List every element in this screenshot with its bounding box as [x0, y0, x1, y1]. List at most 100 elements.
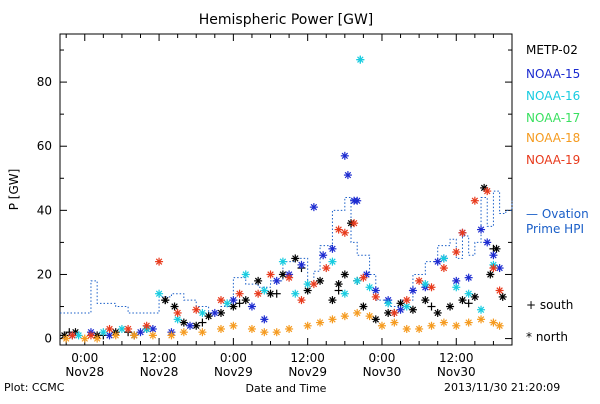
point-noaa-19-north — [452, 248, 461, 257]
star-stroke — [279, 271, 287, 278]
star-stroke — [440, 319, 448, 326]
star-stroke — [397, 300, 404, 307]
legend-south: + south — [526, 298, 573, 312]
star-stroke — [171, 303, 178, 310]
star-stroke — [292, 255, 299, 262]
north-symbol: * — [526, 330, 532, 344]
plot-frame — [59, 33, 513, 346]
point-noaa-15-north — [328, 244, 337, 253]
x-tick-label-time: 0:00 — [368, 351, 395, 365]
star-stroke — [174, 316, 181, 323]
star-stroke — [366, 284, 373, 291]
star-stroke — [453, 284, 460, 291]
star-stroke — [335, 226, 342, 233]
legend-metp-02: METP-02 — [526, 43, 578, 57]
star-stroke — [248, 303, 256, 310]
star-stroke — [149, 332, 157, 339]
star-stroke — [490, 264, 497, 272]
star-stroke — [329, 245, 336, 253]
point-noaa-16-north — [278, 257, 287, 266]
star-stroke — [267, 271, 274, 278]
star-stroke — [409, 287, 417, 294]
point-metp-02-north — [446, 302, 455, 311]
star-stroke — [81, 335, 88, 342]
star-stroke — [298, 296, 305, 304]
x-tick-label-time: 12:00 — [439, 351, 474, 365]
star-stroke — [155, 290, 163, 297]
point-noaa-18-north — [439, 318, 448, 327]
x-tick-label-time: 0:00 — [71, 351, 98, 365]
point-metp-02-north — [498, 292, 507, 301]
star-stroke — [471, 293, 479, 301]
star-stroke — [124, 325, 132, 333]
star-stroke — [403, 296, 410, 304]
y-tick-label: 20 — [37, 267, 52, 281]
legend-north: * north — [526, 330, 568, 344]
star-stroke — [341, 152, 349, 160]
point-noaa-19-north — [192, 305, 201, 314]
y-tick-label: 60 — [37, 139, 52, 153]
star-stroke — [112, 332, 119, 339]
star-stroke — [341, 271, 349, 278]
star-stroke — [440, 255, 448, 262]
point-noaa-15-north — [229, 296, 238, 305]
point-noaa-19-north — [266, 270, 275, 279]
point-noaa-18-north — [260, 328, 269, 337]
south-symbol: + — [526, 298, 537, 312]
star-stroke — [261, 287, 268, 294]
point-noaa-15-north — [343, 171, 352, 180]
star-stroke — [397, 306, 404, 313]
point-metp-02-north — [470, 292, 479, 301]
star-stroke — [350, 219, 358, 227]
point-noaa-18-north — [489, 318, 498, 327]
star-stroke — [304, 322, 311, 329]
point-noaa-15-north — [260, 315, 269, 324]
point-noaa-16-north — [241, 270, 250, 279]
legend-ovation-line1: — Ovation — [526, 207, 589, 221]
star-stroke — [192, 322, 200, 329]
star-stroke — [230, 296, 237, 304]
point-noaa-19-north — [155, 257, 164, 266]
star-stroke — [459, 229, 466, 237]
star-stroke — [118, 325, 126, 333]
point-noaa-16-north — [303, 280, 312, 289]
star-stroke — [319, 252, 327, 259]
point-metp-02-north — [359, 302, 368, 311]
point-noaa-18-north — [427, 321, 436, 330]
star-stroke — [453, 277, 460, 285]
legend-noaa-18: NOAA-18 — [526, 131, 581, 145]
point-noaa-16-north — [439, 254, 448, 263]
star-stroke — [471, 197, 479, 204]
star-stroke — [360, 274, 367, 281]
point-noaa-19-north — [340, 228, 349, 237]
point-noaa-16-north — [384, 299, 393, 308]
point-noaa-16-north — [353, 276, 362, 285]
star-stroke — [316, 277, 324, 285]
y-tick-label: 40 — [37, 203, 52, 217]
star-stroke — [75, 332, 82, 339]
point-metp-02-south — [272, 289, 281, 298]
point-noaa-18-north — [464, 318, 473, 327]
point-noaa-15-north — [136, 328, 145, 337]
point-noaa-19-north — [359, 273, 368, 282]
x-tick-label-date: Nov29 — [214, 365, 253, 379]
point-noaa-16-south — [356, 55, 365, 64]
x-tick-label-time: 12:00 — [142, 351, 177, 365]
point-noaa-18-north — [93, 334, 102, 343]
point-metp-02-north — [328, 296, 337, 305]
star-stroke — [403, 303, 410, 310]
star-stroke — [273, 328, 280, 336]
point-metp-02-north — [421, 296, 430, 305]
point-noaa-15-north — [483, 238, 492, 247]
star-stroke — [391, 309, 398, 317]
star-stroke — [384, 309, 392, 317]
star-stroke — [62, 335, 70, 342]
star-stroke — [180, 319, 188, 326]
star-stroke — [106, 325, 113, 333]
point-noaa-15-north — [309, 203, 318, 212]
point-noaa-16-north — [155, 289, 164, 298]
point-noaa-19-north — [458, 228, 467, 237]
point-noaa-19-north — [439, 264, 448, 273]
star-stroke — [323, 264, 330, 272]
point-noaa-15-north — [272, 276, 281, 285]
